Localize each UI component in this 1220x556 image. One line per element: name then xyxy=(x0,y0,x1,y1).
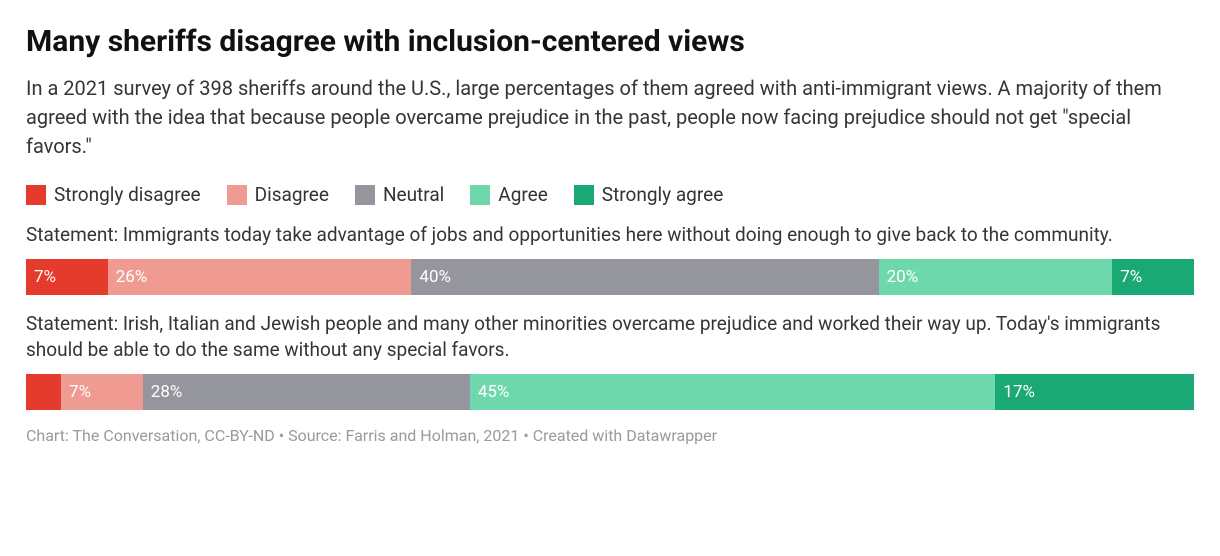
legend-label: Disagree xyxy=(255,183,329,206)
chart-footer: Chart: The Conversation, CC-BY-ND • Sour… xyxy=(26,426,1194,445)
legend-swatch xyxy=(227,185,247,205)
legend: Strongly disagree Disagree Neutral Agree Str… xyxy=(26,183,1194,206)
segment-label: 7% xyxy=(69,382,91,402)
segment-label: 26% xyxy=(116,267,148,287)
legend-swatch xyxy=(355,185,375,205)
stacked-bar: 7% 28% 45% 17% xyxy=(26,374,1194,410)
statement-text: Statement: Immigrants today take advanta… xyxy=(26,222,1194,249)
legend-label: Agree xyxy=(498,183,547,206)
legend-swatch xyxy=(574,185,594,205)
bar-segment: 7% xyxy=(26,259,108,295)
bar-segment: 7% xyxy=(1112,259,1194,295)
bar-segment: 40% xyxy=(411,259,878,295)
segment-label: 20% xyxy=(887,267,919,287)
bar-segment: 7% xyxy=(61,374,143,410)
bar-segment: 28% xyxy=(143,374,470,410)
segment-label: 40% xyxy=(419,267,451,287)
bar-segment: 17% xyxy=(995,374,1194,410)
legend-swatch xyxy=(26,185,46,205)
legend-label: Strongly disagree xyxy=(54,183,201,206)
bar-segment xyxy=(26,374,61,410)
legend-label: Neutral xyxy=(383,183,444,206)
stacked-bar: 7% 26% 40% 20% 7% xyxy=(26,259,1194,295)
legend-swatch xyxy=(470,185,490,205)
legend-item: Disagree xyxy=(227,183,329,206)
segment-label: 28% xyxy=(151,382,183,402)
chart-subtitle: In a 2021 survey of 398 sheriffs around … xyxy=(26,74,1194,161)
chart-container: Many sheriffs disagree with inclusion-ce… xyxy=(0,0,1220,463)
segment-label: 45% xyxy=(478,382,510,402)
legend-item: Strongly disagree xyxy=(26,183,201,206)
segment-label: 17% xyxy=(1003,382,1035,402)
legend-item: Neutral xyxy=(355,183,444,206)
segment-label: 7% xyxy=(34,267,56,287)
legend-label: Strongly agree xyxy=(602,183,724,206)
legend-item: Agree xyxy=(470,183,547,206)
statements-area: Statement: Immigrants today take advanta… xyxy=(26,222,1194,410)
bar-segment: 26% xyxy=(108,259,412,295)
segment-label: 7% xyxy=(1120,267,1142,287)
bar-segment: 45% xyxy=(470,374,996,410)
bar-segment: 20% xyxy=(879,259,1113,295)
chart-title: Many sheriffs disagree with inclusion-ce… xyxy=(26,24,1194,60)
legend-item: Strongly agree xyxy=(574,183,724,206)
statement-text: Statement: Irish, Italian and Jewish peo… xyxy=(26,311,1194,364)
